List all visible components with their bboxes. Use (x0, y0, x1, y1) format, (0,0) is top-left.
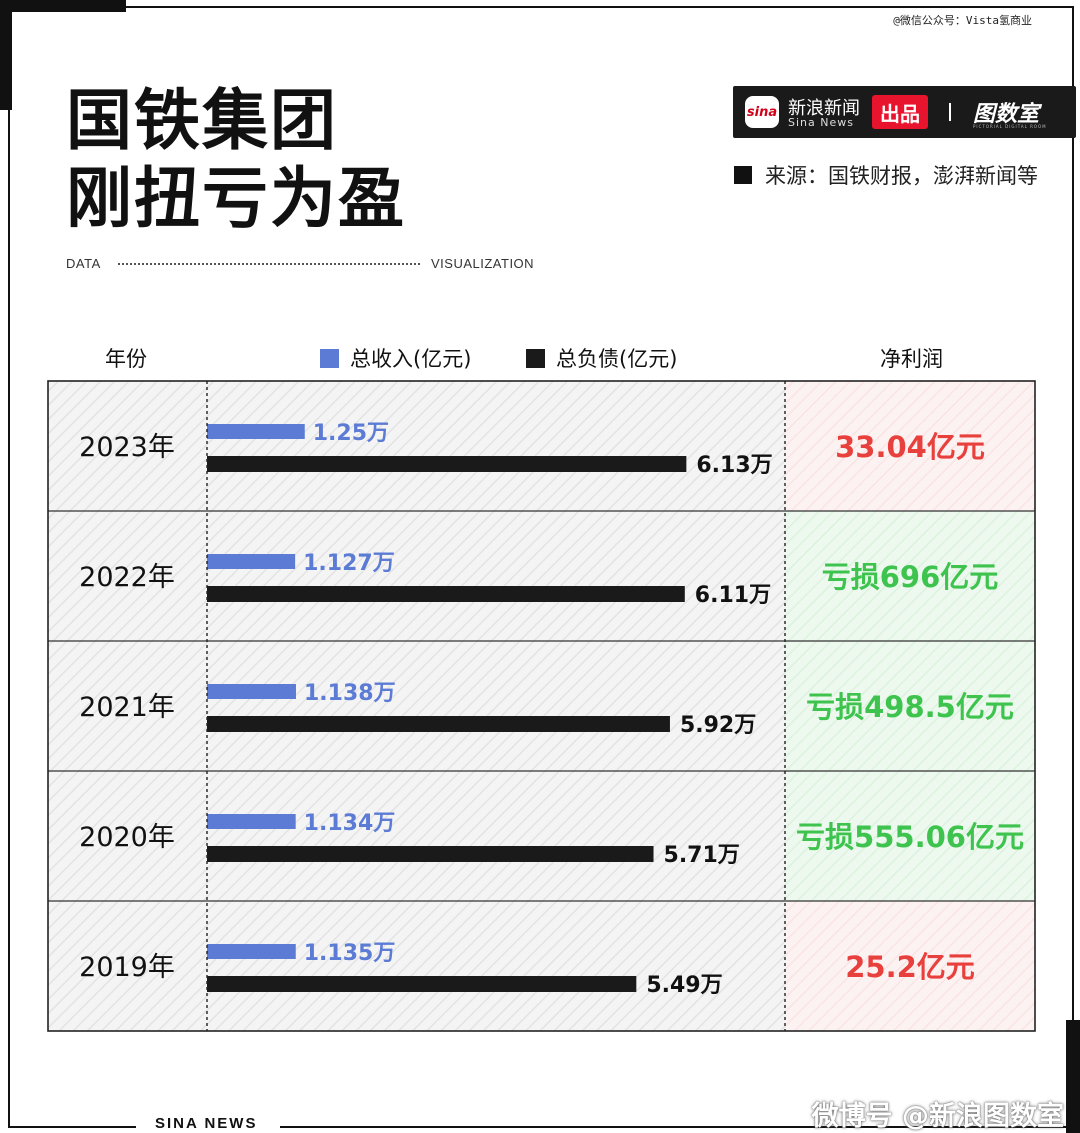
row-background (48, 381, 785, 511)
liabilities-bar (207, 716, 670, 732)
table-border (47, 380, 1036, 1032)
row-background (48, 901, 785, 1031)
revenue-bar (207, 944, 296, 959)
corner-block-top-left (0, 0, 126, 12)
revenue-bar (207, 424, 305, 439)
liabilities-data-label: 5.49万 (646, 973, 722, 998)
brand-logo-bar: sina 新浪新闻 Sina News 出品 图数室 PICTORIAL DIG… (733, 86, 1076, 138)
year-label: 2019年 (79, 952, 175, 983)
legend-revenue-label: 总收入(亿元) (350, 347, 472, 371)
brand-name-cn: 新浪新闻 (788, 98, 860, 119)
legend-liabilities-label: 总负债(亿元) (556, 347, 678, 371)
corner-block-right (1066, 1020, 1080, 1133)
frame-bottom-right (280, 1126, 1074, 1128)
title-line2: 刚扭亏为盈 (66, 160, 406, 237)
net-profit-value: 25.2亿元 (845, 950, 975, 984)
source-text: 来源：国铁财报，澎湃新闻等 (765, 164, 1038, 188)
liabilities-data-label: 5.71万 (664, 843, 740, 868)
logo-separator (949, 103, 951, 121)
net-profit-value: 亏损696亿元 (822, 560, 999, 594)
page-title: 国铁集团 刚扭亏为盈 (66, 82, 406, 238)
frame-right (1072, 6, 1074, 1128)
dotted-divider (118, 263, 420, 265)
profit-cell-background (785, 381, 1035, 511)
year-label: 2021年 (79, 692, 175, 723)
revenue-data-label: 1.135万 (304, 941, 396, 966)
row-background (48, 641, 785, 771)
visualization-label: VISUALIZATION (431, 256, 535, 271)
frame-top (8, 6, 1074, 8)
liabilities-bar (207, 456, 687, 472)
revenue-data-label: 1.138万 (304, 681, 396, 706)
watermark-bottom: 微博号 @新浪图数室 (811, 1101, 1064, 1132)
legend-revenue-swatch (320, 348, 339, 368)
source-note: 来源：国铁财报，澎湃新闻等 (734, 160, 1038, 190)
revenue-bar (207, 814, 296, 829)
profit-cell-background (785, 511, 1035, 641)
revenue-bar (207, 684, 296, 699)
net-profit-value: 33.04亿元 (835, 430, 985, 464)
revenue-data-label: 1.25万 (313, 421, 389, 446)
liabilities-bar (207, 586, 685, 602)
profit-cell-background (785, 771, 1035, 901)
sina-logo-icon: sina (745, 96, 779, 128)
watermark-top: @微信公众号：Vista氢商业 (893, 14, 1032, 27)
net-profit-value: 亏损555.06亿元 (796, 820, 1024, 854)
data-room-subtitle: PICTORIAL DIGITAL ROOM (973, 124, 1047, 129)
data-room-logo: 图数室 (973, 102, 1040, 127)
profit-cell-background (785, 901, 1035, 1031)
profit-cell-background (785, 641, 1035, 771)
header-profit: 净利润 (880, 347, 943, 371)
liabilities-bar (207, 976, 637, 992)
year-label: 2022年 (79, 562, 175, 593)
header-year: 年份 (105, 347, 147, 371)
corner-block-left (0, 0, 12, 110)
liabilities-bar (207, 846, 654, 862)
data-label: DATA (66, 256, 101, 271)
revenue-data-label: 1.134万 (304, 811, 396, 836)
produced-badge: 出品 (872, 95, 928, 129)
brand-name-en: Sina News (788, 116, 854, 129)
row-background (48, 511, 785, 641)
legend-revenue: 总收入(亿元) (320, 343, 471, 373)
source-square-icon (734, 166, 752, 184)
liabilities-data-label: 6.11万 (695, 583, 771, 608)
legend-liabilities-swatch (526, 348, 545, 368)
revenue-data-label: 1.127万 (303, 551, 395, 576)
legend-liabilities: 总负债(亿元) (526, 343, 677, 373)
year-label: 2020年 (79, 822, 175, 853)
footer-brand: SINA NEWS (155, 1115, 258, 1132)
revenue-bar (207, 554, 296, 569)
net-profit-value: 亏损498.5亿元 (806, 690, 1014, 724)
year-label: 2023年 (79, 432, 175, 463)
liabilities-data-label: 6.13万 (696, 453, 772, 478)
title-line1: 国铁集团 (66, 82, 338, 159)
liabilities-data-label: 5.92万 (680, 713, 756, 738)
frame-bottom-left (8, 1126, 136, 1128)
title-line2-wrap: 刚扭亏为盈 (66, 160, 406, 238)
frame-left (8, 6, 10, 1128)
row-background (48, 771, 785, 901)
